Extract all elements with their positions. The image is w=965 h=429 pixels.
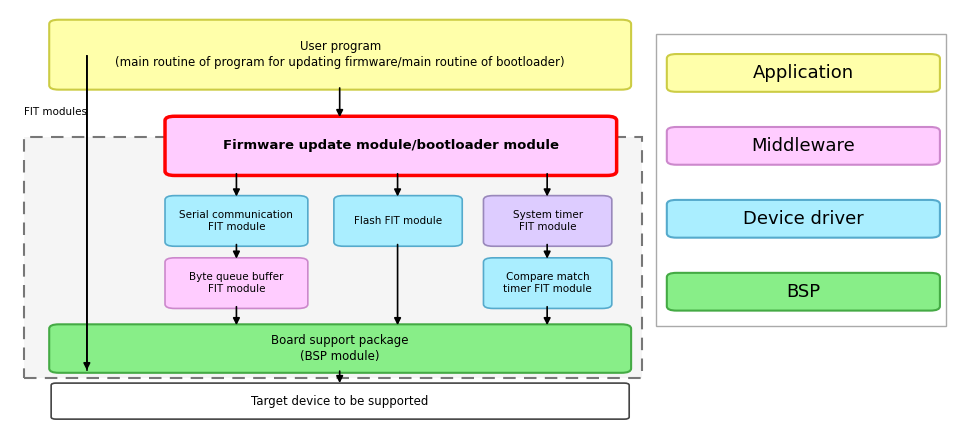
Text: Device driver: Device driver bbox=[743, 210, 864, 228]
FancyBboxPatch shape bbox=[165, 196, 308, 246]
Text: BSP: BSP bbox=[786, 283, 820, 301]
FancyBboxPatch shape bbox=[165, 258, 308, 308]
FancyBboxPatch shape bbox=[483, 196, 612, 246]
Text: Target device to be supported: Target device to be supported bbox=[252, 395, 428, 408]
FancyBboxPatch shape bbox=[667, 127, 940, 165]
FancyBboxPatch shape bbox=[667, 200, 940, 238]
Text: Application: Application bbox=[753, 64, 854, 82]
FancyBboxPatch shape bbox=[483, 258, 612, 308]
FancyBboxPatch shape bbox=[165, 116, 617, 175]
Text: Firmware update module/bootloader module: Firmware update module/bootloader module bbox=[223, 139, 559, 152]
Text: System timer
FIT module: System timer FIT module bbox=[512, 210, 583, 232]
Text: Board support package
(BSP module): Board support package (BSP module) bbox=[271, 334, 409, 363]
Text: Compare match
timer FIT module: Compare match timer FIT module bbox=[504, 272, 592, 294]
Text: Serial communication
FIT module: Serial communication FIT module bbox=[179, 210, 293, 232]
FancyBboxPatch shape bbox=[334, 196, 462, 246]
Text: Flash FIT module: Flash FIT module bbox=[354, 216, 442, 226]
FancyBboxPatch shape bbox=[49, 20, 631, 90]
Text: Byte queue buffer
FIT module: Byte queue buffer FIT module bbox=[189, 272, 284, 294]
FancyBboxPatch shape bbox=[667, 273, 940, 311]
FancyBboxPatch shape bbox=[51, 383, 629, 419]
Text: Middleware: Middleware bbox=[752, 137, 855, 155]
Text: FIT modules: FIT modules bbox=[24, 106, 87, 117]
FancyBboxPatch shape bbox=[49, 324, 631, 373]
Text: User program
(main routine of program for updating firmware/main routine of boot: User program (main routine of program fo… bbox=[116, 40, 565, 69]
Bar bbox=[24, 137, 642, 378]
FancyBboxPatch shape bbox=[667, 54, 940, 92]
Bar bbox=[656, 34, 946, 326]
